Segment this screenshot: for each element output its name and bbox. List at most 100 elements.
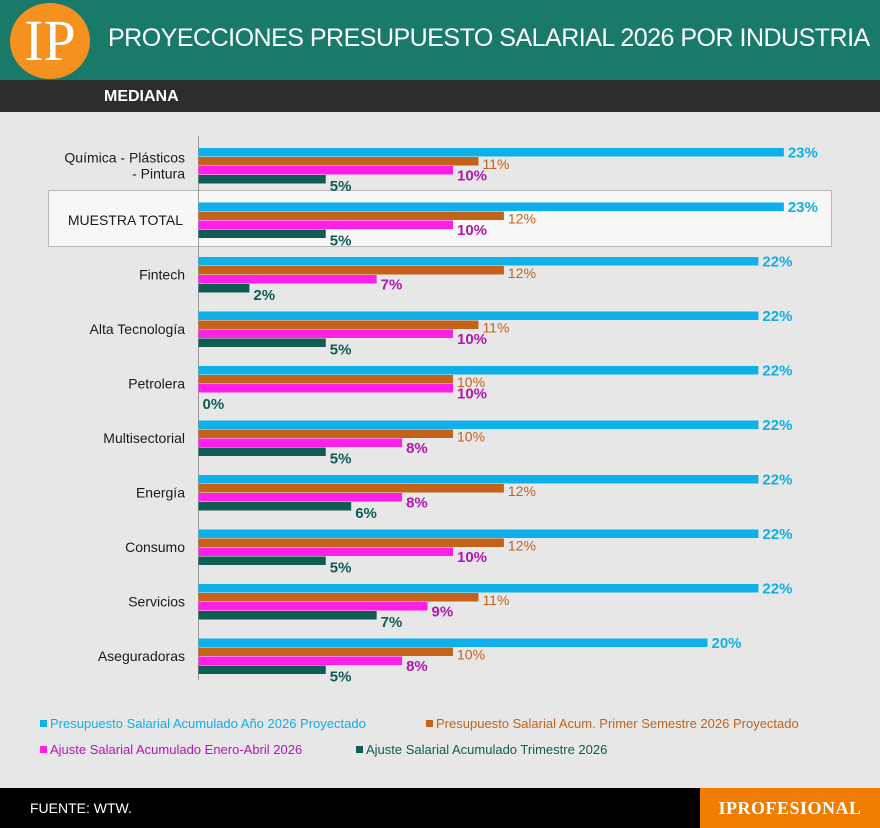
bar-4 [198,447,326,456]
bar-3 [198,329,453,338]
legend-swatch [40,720,47,727]
bar-1 [198,311,759,320]
legend-label: Presupuesto Salarial Acum. Primer Semest… [436,716,799,731]
data-label: 22% [762,417,792,434]
bar-3 [198,166,453,175]
data-label: 2% [253,287,275,304]
chart-title: PROYECCIONES PRESUPUESTO SALARIAL 2026 P… [108,24,870,52]
bar-4 [198,556,326,565]
bar-4 [198,284,250,293]
brand-logo: IPROFESIONAL [700,788,880,828]
bar-2 [198,538,504,547]
bar-1 [198,366,759,375]
data-label: 5% [330,450,352,467]
data-label: 10% [457,549,487,566]
data-label: 10% [457,385,487,402]
data-label: 10% [457,167,487,184]
data-label: 8% [406,440,428,457]
data-label: 23% [788,144,818,161]
bar-1 [198,202,784,211]
data-label: 10% [457,222,487,239]
bar-chart: Química - Plásticos- Pintura23%11%10%5%M… [48,136,832,685]
source-note: FUENTE: WTW. [30,800,132,816]
data-label: 10% [457,374,485,390]
category-label: Química - Plásticos [64,149,185,165]
legend-swatch [356,746,363,753]
data-label: 11% [482,592,509,608]
bar-3 [198,438,403,447]
footer-bar: FUENTE: WTW. IPROFESIONAL [0,788,880,828]
legend-swatch [40,746,47,753]
data-label: 10% [457,331,487,348]
bar-1 [198,584,759,593]
bar-1 [198,638,708,647]
data-label: 22% [762,526,792,543]
legend-item: Presupuesto Salarial Acumulado Año 2026 … [40,716,366,731]
bar-4 [198,338,326,347]
bar-3 [198,384,453,393]
data-label: 10% [457,646,485,662]
bar-3 [198,656,403,665]
legend-swatch [426,720,433,727]
header-bar: IP PROYECCIONES PRESUPUESTO SALARIAL 202… [0,0,880,80]
data-label: 12% [508,265,536,281]
data-label: 12% [508,537,536,553]
legend-item: Presupuesto Salarial Acum. Primer Semest… [426,716,799,731]
legend-label: Presupuesto Salarial Acumulado Año 2026 … [50,716,366,731]
category-label: Fintech [139,266,185,282]
category-label: MUESTRA TOTAL [68,212,183,228]
data-label: 12% [508,483,536,499]
logo: IP [10,3,90,79]
bar-3 [198,547,453,556]
bar-1 [198,475,759,484]
data-label: 22% [762,580,792,597]
data-label: 11% [482,156,509,172]
bar-2 [198,593,479,602]
data-label: 23% [788,199,818,216]
data-label: 22% [762,362,792,379]
bar-3 [198,220,453,229]
bar-2 [198,647,453,656]
data-label: 8% [406,658,428,675]
bar-4 [198,665,326,674]
bar-1 [198,257,759,266]
bar-4 [198,502,352,511]
data-label: 11% [482,319,509,335]
bar-2 [198,211,504,220]
subtitle-bar: MEDIANA [0,80,880,112]
bar-1 [198,148,784,157]
category-label: Energía [136,484,185,500]
data-label: 22% [762,308,792,325]
data-label: 22% [762,253,792,270]
data-label: 22% [762,471,792,488]
data-label: 9% [432,603,454,620]
category-label: Servicios [128,593,185,609]
bar-4 [198,229,326,238]
category-label: Alta Tecnología [90,321,186,337]
bar-2 [198,484,504,493]
bar-3 [198,493,403,502]
bar-2 [198,157,479,166]
chart-subtitle: MEDIANA [104,88,179,105]
data-label: 10% [457,428,485,444]
data-label: 0% [203,396,225,413]
legend-item: Ajuste Salarial Acumulado Enero-Abril 20… [40,742,302,757]
bar-3 [198,602,428,611]
data-label: 7% [381,276,403,293]
bar-1 [198,529,759,538]
legend-label: Ajuste Salarial Acumulado Enero-Abril 20… [50,742,303,757]
legend-label: Ajuste Salarial Acumulado Trimestre 2026 [366,742,608,757]
data-label: 6% [355,505,377,522]
category-label: - Pintura [132,165,185,181]
category-label: Consumo [125,539,185,555]
data-label: 5% [330,559,352,576]
data-label: 8% [406,494,428,511]
bar-2 [198,375,453,384]
bar-2 [198,266,504,275]
data-label: 5% [330,668,352,685]
bar-4 [198,611,377,620]
bar-3 [198,275,377,284]
legend-item: Ajuste Salarial Acumulado Trimestre 2026 [356,742,607,757]
bar-2 [198,320,479,329]
data-label: 5% [330,232,352,249]
